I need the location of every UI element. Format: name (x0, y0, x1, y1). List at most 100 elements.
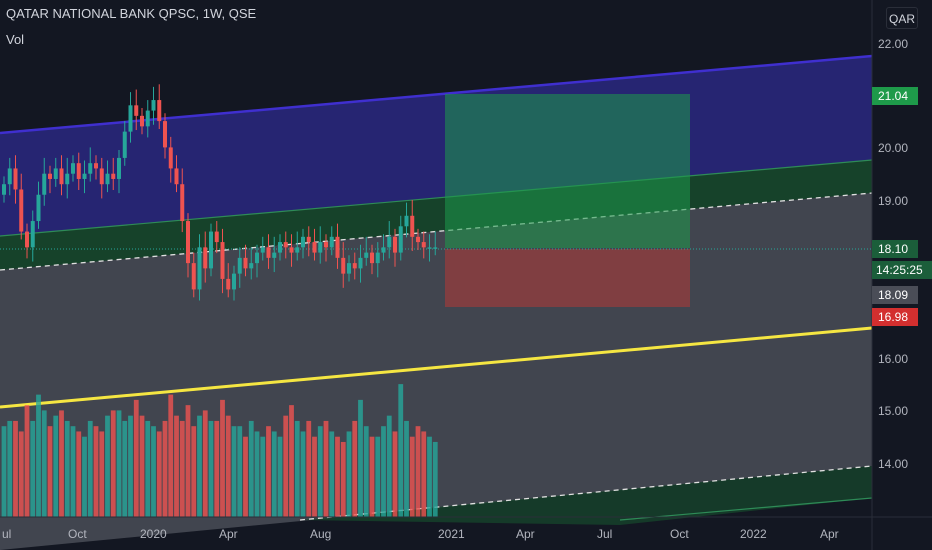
time-tick: Apr (516, 527, 535, 541)
price-tick: 20.00 (878, 141, 909, 155)
volume-bar (415, 426, 421, 517)
volume-bar (352, 420, 358, 517)
volume-bar (128, 415, 133, 517)
volume-bar (208, 420, 214, 517)
candle-body (421, 242, 426, 248)
volume-bar (312, 436, 317, 517)
candle-body (220, 242, 225, 279)
volume-bar (64, 420, 70, 517)
volume-bar (174, 415, 179, 517)
symbol-title[interactable]: QATAR NATIONAL BANK QPSC, 1W, QSE (6, 6, 257, 21)
volume-bar (76, 431, 82, 517)
candle-body (324, 242, 328, 248)
target-price-tag: 21.04 (878, 89, 909, 103)
candle-body (364, 252, 369, 258)
volume-bar (329, 431, 335, 517)
volume-bar (36, 394, 41, 517)
candle-body (416, 236, 420, 243)
volume-bar (225, 415, 231, 517)
volume-indicator-label[interactable]: Vol (6, 32, 25, 47)
candle-body (140, 115, 144, 127)
candle-body (117, 157, 121, 179)
volume-bar (427, 436, 432, 517)
volume-bar (162, 420, 168, 517)
volume-bar (214, 420, 220, 517)
candle-body (53, 168, 58, 179)
candle-body (105, 173, 110, 185)
candle-body (312, 242, 317, 253)
candle-body (306, 236, 311, 243)
candle-body (283, 242, 288, 248)
volume-bar (41, 410, 47, 517)
volume-bar (202, 410, 208, 517)
upper-channel-line[interactable] (0, 54, 873, 135)
candle-body (59, 168, 64, 185)
candle-body (157, 100, 162, 122)
middle-channel-line[interactable] (0, 159, 873, 237)
volume-bar (363, 426, 369, 517)
last-price-tag: 18.10 (878, 242, 909, 256)
candle-body (25, 231, 29, 248)
volume-bar (168, 394, 174, 517)
volume-bar (317, 426, 323, 517)
volume-bar (346, 431, 352, 517)
candle-body (2, 184, 6, 195)
candle-body (358, 257, 363, 269)
candle-body (381, 247, 386, 253)
volume-bar (409, 436, 415, 517)
prev-price-tag: 18.09 (878, 288, 909, 302)
candle-body (341, 257, 346, 274)
candle-body (243, 257, 248, 269)
lower-dashed-line[interactable] (299, 465, 873, 521)
volume-bar (122, 420, 128, 517)
target-zone[interactable] (445, 94, 690, 248)
candle-body (197, 247, 202, 290)
candle-body (94, 163, 98, 169)
volume-bar (260, 436, 266, 517)
volume-bar (70, 426, 76, 517)
candle-body (404, 215, 409, 227)
candle-body (180, 184, 185, 222)
volume-bar (248, 420, 254, 517)
dashed-channel-line[interactable] (0, 192, 873, 271)
candle-body (191, 263, 196, 290)
candle-body (370, 252, 374, 264)
candle-body (347, 263, 351, 274)
volume-bar (139, 415, 145, 517)
time-tick: Oct (68, 527, 87, 541)
price-tick: 22.00 (878, 37, 909, 51)
candle-body (375, 252, 380, 264)
volume-bar (294, 420, 300, 517)
candle-body (214, 231, 219, 243)
volume-bar (185, 405, 191, 517)
candle-body (387, 236, 392, 248)
candle-body (99, 168, 104, 185)
support-trend-line[interactable] (0, 326, 873, 409)
candle-body (134, 105, 139, 116)
currency-button[interactable]: QAR (886, 7, 918, 29)
volume-bar (1, 426, 7, 517)
candle-body (329, 236, 334, 248)
candle-body (289, 247, 294, 253)
candle-body (13, 168, 18, 190)
volume-bar (243, 436, 248, 517)
volume-bar (375, 436, 381, 517)
volume-bar (87, 420, 93, 517)
stop-zone[interactable] (445, 249, 690, 307)
candle-body (278, 242, 282, 253)
volume-bar (53, 415, 59, 517)
candle-body (295, 247, 300, 253)
volume-bar (179, 420, 185, 517)
volume-bar (392, 431, 398, 517)
candle-body (209, 231, 213, 269)
lower-green-line[interactable] (619, 497, 873, 521)
candle-body (30, 221, 35, 248)
volume-bar (13, 420, 18, 517)
candle-body (168, 147, 173, 169)
volume-bar (24, 405, 30, 517)
candle-body (174, 168, 179, 185)
candle-body (352, 263, 357, 269)
volume-bar (30, 420, 36, 517)
candles (2, 84, 438, 301)
